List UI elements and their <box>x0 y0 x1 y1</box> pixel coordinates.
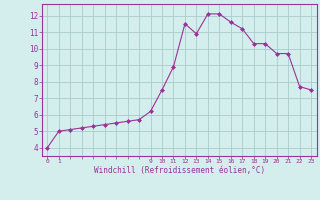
X-axis label: Windchill (Refroidissement éolien,°C): Windchill (Refroidissement éolien,°C) <box>94 166 265 175</box>
